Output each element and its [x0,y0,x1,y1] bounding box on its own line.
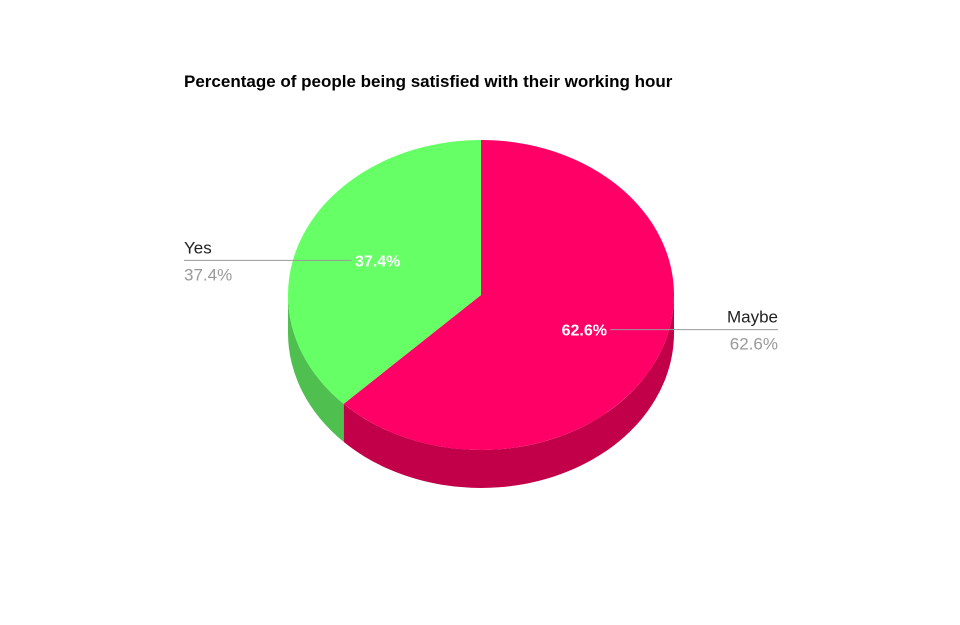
slice-value-label-maybe: 62.6% [562,323,607,340]
legend-value-yes: 37.4% [184,265,232,284]
pie-side-yes [288,295,344,442]
pie-side-maybe [343,295,674,488]
slice-value-label-yes: 37.4% [355,253,400,270]
legend-label-yes: Yes [184,238,212,257]
legend-label-maybe: Maybe [727,308,778,327]
legend-value-maybe: 62.6% [730,335,778,354]
pie-slice-maybe[interactable] [343,140,674,450]
chart-title: Percentage of people being satisfied wit… [184,72,673,91]
pie-slice-yes[interactable] [287,140,481,404]
